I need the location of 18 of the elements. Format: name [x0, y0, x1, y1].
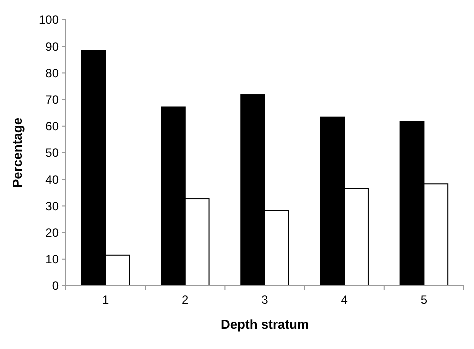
y-tick-label: 20: [46, 226, 60, 240]
y-tick-label: 30: [46, 199, 60, 214]
x-tick-label: 2: [182, 293, 190, 307]
y-tick-label: 100: [38, 13, 60, 28]
x-tick-label: 3: [262, 293, 269, 307]
x-tick-label: 4: [341, 293, 348, 307]
x-tick-label: 5: [420, 293, 428, 307]
y-tick-label: 0: [52, 279, 60, 294]
y-tick-label: 60: [46, 120, 60, 134]
x-tick-label: 1: [102, 293, 110, 307]
y-tick-label: 80: [46, 66, 60, 80]
x-axis-title: Depth stratum: [220, 317, 310, 332]
y-tick-label: 90: [46, 40, 60, 54]
y-tick-label: 70: [46, 93, 60, 107]
y-tick-label: 40: [46, 172, 60, 187]
y-tick-label: 10: [46, 252, 60, 267]
y-axis-title: Percentage: [10, 118, 25, 188]
y-tick-label: 50: [46, 146, 60, 160]
